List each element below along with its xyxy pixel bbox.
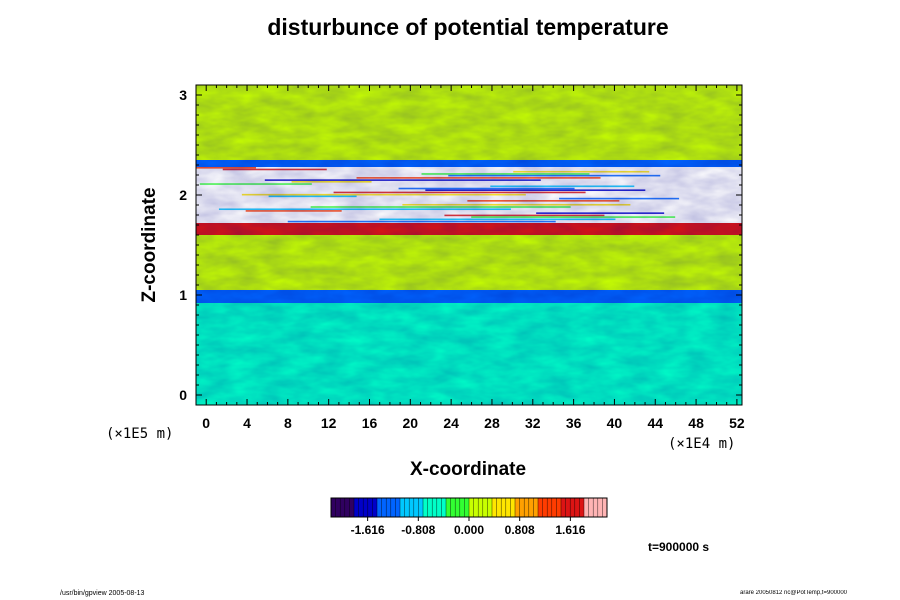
colorbar-swatch [367,498,373,517]
y-tick-label: 2 [179,187,187,203]
colorbar-swatch [354,498,359,517]
colorbar-tick-label: 1.616 [555,523,585,537]
y-tick-label: 1 [179,287,187,303]
colorbar-swatch [547,498,553,517]
x-tick-label: 24 [443,415,459,431]
colorbar-swatch [602,498,608,517]
colorbar-swatch [404,498,410,517]
colorbar-swatch [570,498,576,517]
colorbar-swatch [363,498,369,517]
x-tick-label: 52 [729,415,745,431]
colorbar-swatch [400,498,405,517]
colorbar-swatch [441,498,447,517]
x-tick-label: 44 [647,415,663,431]
colorbar-swatch [533,498,539,517]
x-tick-label: 12 [321,415,337,431]
colorbar-swatch [381,498,387,517]
footer-left: /usr/bin/gpview 2005-08-13 [60,590,145,597]
colorbar-swatch [556,498,562,517]
x-tick-label: 36 [566,415,582,431]
colorbar-swatch [542,498,548,517]
colorbar-swatch [597,498,603,517]
colorbar-swatch [574,498,580,517]
colorbar-swatch [450,498,456,517]
colorbar-swatch [455,498,461,517]
colorbar-swatch [588,498,594,517]
colorbar-swatch [478,498,484,517]
colorbar-swatch [593,498,599,517]
footer-right: arare 20050812 nc@PotTemp,t=900000 [740,590,848,596]
colorbar-swatch [524,498,530,517]
colorbar-swatch [505,498,511,517]
colorbar-swatch [432,498,438,517]
colorbar-swatch [501,498,507,517]
colorbar-swatch [515,498,520,517]
time-label: t=900000 s [648,540,710,554]
colorbar-swatch [565,498,571,517]
colorbar-swatch [344,498,350,517]
colorbar-swatch [584,498,589,517]
colorbar-swatch [427,498,433,517]
colorbar-swatch [331,498,336,517]
x-tick-label: 16 [362,415,378,431]
colorbar-swatch [579,498,585,517]
colorbar-swatch [469,498,474,517]
x-tick-label: 40 [607,415,623,431]
colorbar-tick-label: -1.616 [351,523,385,537]
colorbar-tick-label: 0.000 [454,523,484,537]
colorbar-swatch [538,498,543,517]
x-axis-unit: (×1E4 m) [668,436,736,452]
chart-title: disturbunce of potential temperature [267,14,669,40]
x-tick-label: 4 [243,415,251,431]
colorbar-swatch [418,498,424,517]
colorbar-swatch [409,498,415,517]
colorbar-swatch [473,498,479,517]
colorbar-swatch [413,498,419,517]
x-tick-label: 0 [202,415,210,431]
colorbar-tick-label: -0.808 [401,523,435,537]
y-tick-label: 0 [179,387,187,403]
x-tick-label: 48 [688,415,704,431]
x-tick-label: 8 [284,415,292,431]
colorbar-swatch [372,498,378,517]
colorbar-swatch [377,498,382,517]
colorbar-swatch [510,498,516,517]
field-texture [196,85,742,405]
colorbar-swatch [487,498,493,517]
colorbar-swatch [492,498,497,517]
colorbar-tick-label: 0.808 [505,523,535,537]
colorbar-swatch [423,498,428,517]
colorbar-swatch [349,498,355,517]
colorbar-swatch [482,498,488,517]
y-axis-unit: (×1E5 m) [106,426,174,442]
colorbar-swatch [390,498,396,517]
colorbar-swatch [335,498,341,517]
colorbar-swatch [358,498,364,517]
colorbar-swatch [519,498,525,517]
x-tick-label: 20 [403,415,419,431]
colorbar-swatch [459,498,465,517]
colorbar-swatch [340,498,346,517]
colorbar-swatch [528,498,534,517]
y-axis-label: Z-coordinate [139,187,160,303]
colorbar-swatch [496,498,502,517]
colorbar-swatch [551,498,557,517]
x-axis-label: X-coordinate [409,459,527,480]
colorbar-swatch [436,498,442,517]
y-tick-label: 3 [179,87,187,103]
colorbar: -1.616 -0.808 0.000 0.808 1.616 [330,497,608,537]
x-tick-label: 28 [484,415,500,431]
colorbar-swatch [446,498,451,517]
colorbar-swatch [386,498,392,517]
x-tick-label: 32 [525,415,541,431]
potential-temperature-field [196,85,742,405]
colorbar-swatch [464,498,470,517]
colorbar-swatch [395,498,401,517]
colorbar-swatch [561,498,566,517]
